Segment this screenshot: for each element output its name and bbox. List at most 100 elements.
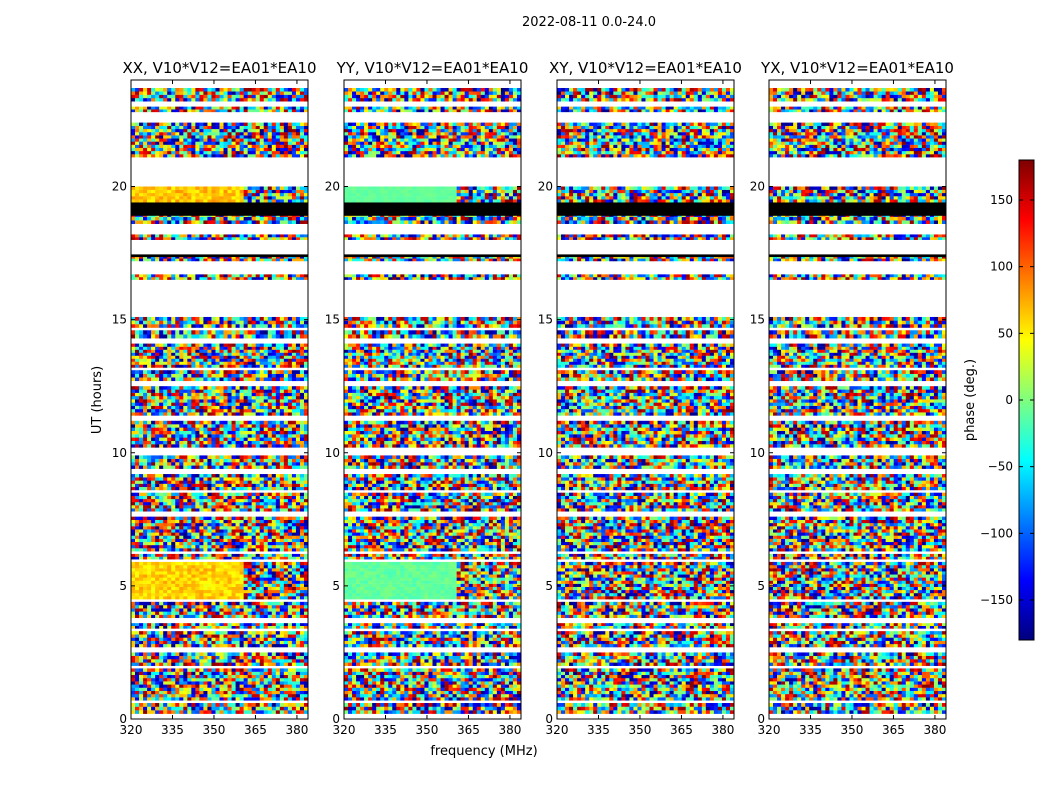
heatmap-cell <box>235 237 240 240</box>
heatmap-cell <box>131 565 136 569</box>
heatmap-cell <box>167 634 172 638</box>
heatmap-cell <box>291 592 297 597</box>
heatmap-cell <box>239 316 244 321</box>
heatmap-cell <box>239 196 244 200</box>
heatmap-cell <box>283 710 289 714</box>
heatmap-cell <box>251 568 256 572</box>
heatmap-cell <box>155 255 160 259</box>
heatmap-cell <box>283 434 289 438</box>
heatmap-cell <box>239 480 244 484</box>
heatmap-cell <box>139 216 144 221</box>
heatmap-cell <box>291 364 297 368</box>
heatmap-cell <box>299 399 305 403</box>
heatmap-cell <box>291 508 297 512</box>
heatmap-cell <box>179 277 184 280</box>
heatmap-cell <box>263 343 269 347</box>
heatmap-cell <box>219 444 224 448</box>
heatmap-cell <box>171 519 176 524</box>
heatmap-cell <box>223 690 228 695</box>
heatmap-cell <box>143 216 148 221</box>
heatmap-cell <box>283 589 289 594</box>
heatmap-cell <box>195 477 200 481</box>
heatmap-cell <box>287 556 293 560</box>
heatmap-cell <box>299 370 305 374</box>
heatmap-cell <box>135 462 140 466</box>
heatmap-cell <box>175 355 180 359</box>
heatmap-cell <box>287 671 293 676</box>
heatmap-cell <box>295 258 301 262</box>
heatmap-cell <box>175 548 180 552</box>
heatmap-cell <box>211 237 216 240</box>
heatmap-cell <box>291 412 297 416</box>
heatmap-cell <box>291 498 297 503</box>
heatmap-cell <box>179 427 184 431</box>
heatmap-cell <box>191 706 196 711</box>
heatmap-cell <box>259 399 265 403</box>
heatmap-cell <box>187 681 192 685</box>
heatmap-cell <box>195 330 200 335</box>
heatmap-cell <box>303 684 309 688</box>
heatmap-cell <box>179 434 184 438</box>
heatmap-cell <box>211 662 216 666</box>
heatmap-cell <box>275 548 281 552</box>
heatmap-cell <box>151 465 156 469</box>
heatmap-cell <box>159 662 164 666</box>
heatmap-cell <box>283 412 289 416</box>
heatmap-cell <box>227 358 232 362</box>
heatmap-cell <box>247 364 252 368</box>
heatmap-cell <box>279 440 285 445</box>
heatmap-cell <box>295 637 301 641</box>
heatmap-cell <box>207 320 212 325</box>
heatmap-cell <box>243 395 248 400</box>
heatmap-cell <box>163 625 168 629</box>
heatmap-cell <box>183 637 188 641</box>
heatmap-cell <box>275 637 281 641</box>
heatmap-cell <box>175 605 180 609</box>
heatmap-cell <box>251 373 256 378</box>
heatmap-cell <box>295 274 301 278</box>
heatmap-cell <box>291 458 297 463</box>
heatmap-cell <box>255 324 261 328</box>
heatmap-cell <box>171 662 176 666</box>
heatmap-cell <box>231 483 236 488</box>
heatmap-cell <box>155 486 160 491</box>
heatmap-cell <box>199 634 204 638</box>
heatmap-cell <box>295 580 301 584</box>
heatmap-cell <box>131 577 136 581</box>
heatmap-cell <box>207 364 212 368</box>
heatmap-cell <box>155 324 160 328</box>
heatmap-cell <box>263 710 269 714</box>
heatmap-cell <box>279 405 285 410</box>
heatmap-cell <box>299 541 305 546</box>
heatmap-cell <box>215 505 220 509</box>
heatmap-cell <box>259 395 265 400</box>
heatmap-cell <box>155 678 160 682</box>
heatmap-cell <box>211 498 216 503</box>
heatmap-cell <box>171 608 176 612</box>
heatmap-cell <box>255 402 261 406</box>
heatmap-cell <box>295 320 301 325</box>
heatmap-cell <box>171 687 176 691</box>
heatmap-cell <box>191 687 196 691</box>
heatmap-cell <box>251 492 256 496</box>
heatmap-cell <box>195 392 200 397</box>
heatmap-cell <box>283 420 289 425</box>
heatmap-cell <box>235 684 240 688</box>
heatmap-cell <box>219 330 224 335</box>
heatmap-cell <box>191 352 196 356</box>
heatmap-cell <box>271 601 277 606</box>
heatmap-cell <box>203 703 208 707</box>
heatmap-cell <box>283 477 289 481</box>
heatmap-cell <box>227 395 232 400</box>
heatmap-cell <box>203 608 208 612</box>
heatmap-cell <box>179 465 184 469</box>
heatmap-cell <box>271 492 277 496</box>
heatmap-cell <box>231 258 236 262</box>
heatmap-cell <box>183 483 188 488</box>
heatmap-cell <box>191 474 196 478</box>
heatmap-cell <box>139 508 144 512</box>
heatmap-cell <box>139 455 144 459</box>
heatmap-cell <box>267 640 273 645</box>
heatmap-cell <box>159 237 164 240</box>
heatmap-cell <box>291 424 297 428</box>
